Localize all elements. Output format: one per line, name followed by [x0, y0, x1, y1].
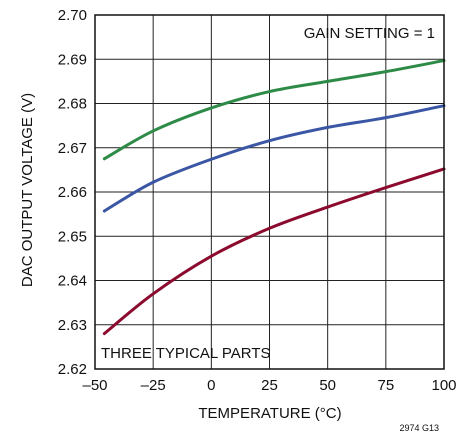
y-axis-title: DAC OUTPUT VOLTAGE (V) [19, 93, 36, 287]
x-tick-label: 50 [319, 377, 336, 394]
y-tick-label: 2.62 [58, 361, 87, 378]
figure-id: 2974 G13 [399, 423, 439, 433]
gain-setting-annotation: GAIN SETTING = 1 [304, 25, 435, 42]
three-typical-parts-annotation: THREE TYPICAL PARTS [101, 345, 271, 362]
y-tick-label: 2.65 [58, 228, 87, 245]
series-layer [102, 59, 446, 336]
grid [94, 14, 445, 370]
x-tick-label: –25 [141, 377, 166, 394]
y-tick-label: 2.67 [58, 140, 87, 157]
y-tick-label: 2.70 [58, 7, 87, 24]
x-tick-label: 75 [377, 377, 394, 394]
y-tick-label: 2.63 [58, 317, 87, 334]
x-tick-label: 0 [207, 377, 215, 394]
x-axis-title: TEMPERATURE (°C) [198, 405, 341, 422]
series-line-3 [102, 167, 446, 336]
y-tick-label: 2.64 [58, 273, 87, 290]
y-tick-label: 2.69 [58, 51, 87, 68]
x-tick-label: 25 [261, 377, 278, 394]
x-tick-label: –50 [82, 377, 107, 394]
y-tick-labels: 2.62 2.63 2.64 2.65 2.66 2.67 2.68 2.69 2.70 [58, 7, 87, 378]
series-line-1 [102, 59, 446, 161]
plot-frame [94, 14, 445, 370]
x-tick-labels: –50 –25 0 25 50 75 100 [82, 377, 456, 394]
y-tick-label: 2.68 [58, 96, 87, 113]
y-tick-label: 2.66 [58, 184, 87, 201]
x-tick-label: 100 [431, 377, 456, 394]
series-line-2 [102, 104, 446, 213]
